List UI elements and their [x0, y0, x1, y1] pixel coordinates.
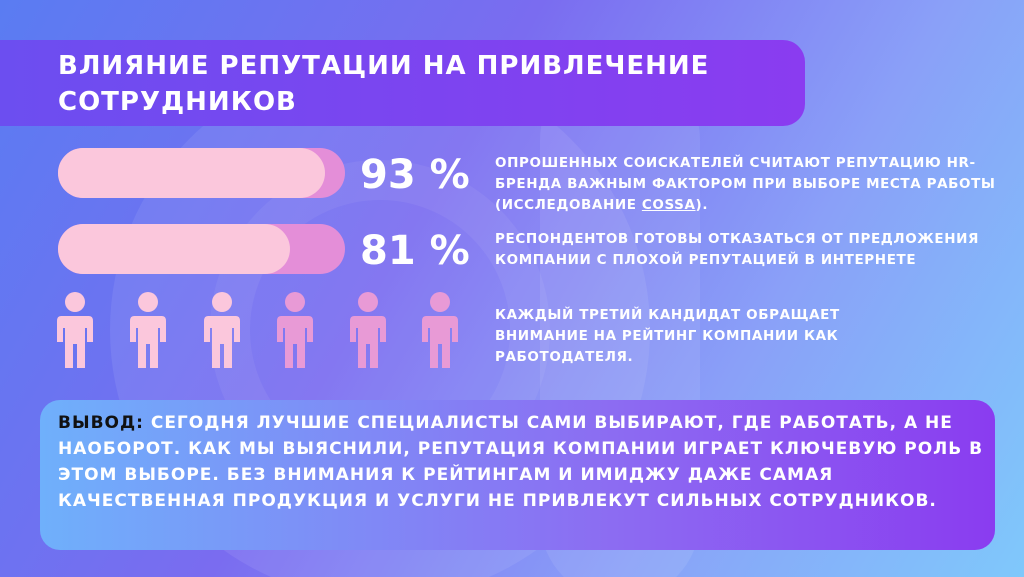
conclusion-text: СЕГОДНЯ ЛУЧШИЕ СПЕЦИАЛИСТЫ САМИ ВЫБИРАЮТ…	[58, 413, 984, 511]
bar-track	[58, 224, 345, 274]
text: РЕСПОНДЕНТОВ ГОТОВЫ ОТКАЗАТЬСЯ ОТ ПРЕДЛО…	[495, 231, 980, 268]
conclusion-box: ВЫВОД: СЕГОДНЯ ЛУЧШИЕ СПЕЦИАЛИСТЫ САМИ В…	[40, 400, 995, 550]
stat-description: ОПРОШЕННЫХ СОИСКАТЕЛЕЙ СЧИТАЮТ РЕПУТАЦИЮ…	[495, 153, 1015, 216]
percent: 93 %	[360, 152, 470, 198]
link[interactable]: COSSA	[641, 197, 696, 213]
bar-track	[58, 148, 345, 198]
conclusion-label: ВЫВОД:	[58, 413, 144, 433]
conclusion: ВЫВОД: СЕГОДНЯ ЛУЧШИЕ СПЕЦИАЛИСТЫ САМИ В…	[58, 410, 988, 514]
bar	[58, 224, 291, 274]
bar	[58, 148, 325, 198]
people-icons	[57, 292, 458, 368]
note: КАЖДЫЙ ТРЕТИЙ КАНДИДАТ ОБРАЩАЕТ ВНИМАНИЕ…	[495, 307, 840, 365]
title: ВЛИЯНИЕ РЕПУТАЦИИ НА ПРИВЛЕЧЕНИЕ СОТРУДН…	[58, 51, 710, 117]
text: ОПРОШЕННЫХ СОИСКАТЕЛЕЙ СЧИТАЮТ РЕПУТАЦИЮ…	[495, 155, 996, 213]
percent: 81 %	[360, 228, 470, 274]
title-box: ВЛИЯНИЕ РЕПУТАЦИИ НА ПРИВЛЕЧЕНИЕ СОТРУДН…	[0, 40, 805, 126]
stat-description: РЕСПОНДЕНТОВ ГОТОВЫ ОТКАЗАТЬСЯ ОТ ПРЕДЛО…	[495, 229, 1015, 271]
text: ).	[695, 197, 709, 213]
